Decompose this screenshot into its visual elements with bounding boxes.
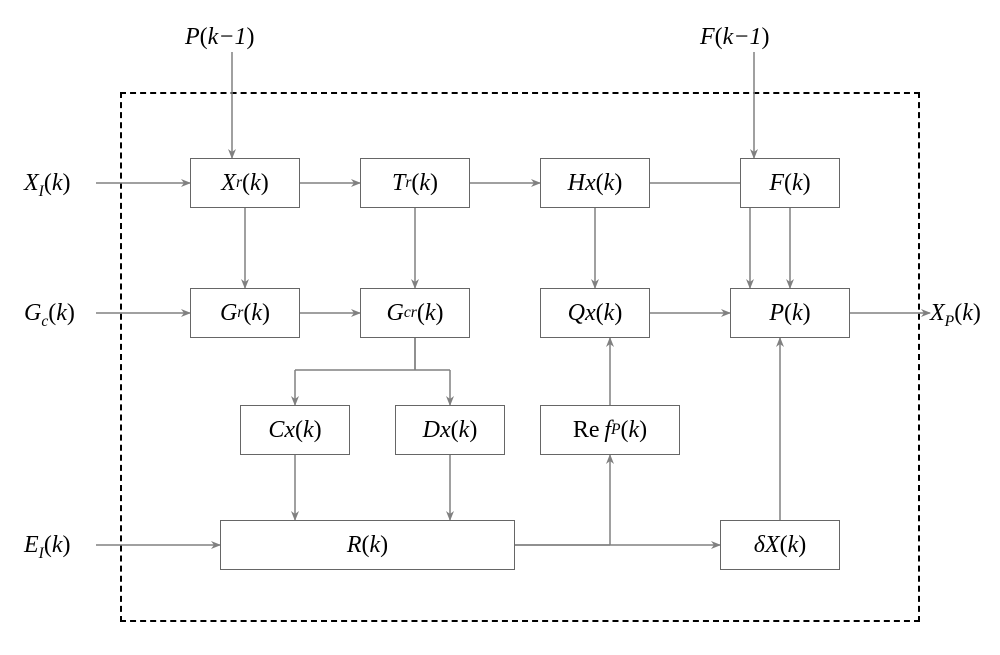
node-Gcr: Gcr(k): [360, 288, 470, 338]
node-Qx: Qx(k): [540, 288, 650, 338]
diagram-canvas: Xr(k) Tr(k) Hx(k) F(k) Gr(k) Gcr(k) Qx(k) P(k) C…: [0, 0, 1000, 655]
label-Gck: Gc(k): [24, 300, 75, 331]
node-Rk: R(k): [220, 520, 515, 570]
node-dX: δX(k): [720, 520, 840, 570]
label-Fk1: F(k−1): [700, 24, 770, 51]
node-Fk: F(k): [740, 158, 840, 208]
node-Ref: Re fP(k): [540, 405, 680, 455]
label-Pk1: P(k−1): [185, 24, 255, 51]
label-XIk: XI(k): [24, 170, 71, 201]
node-Dx: Dx(k): [395, 405, 505, 455]
node-Tr: Tr(k): [360, 158, 470, 208]
label-XPk: XP(k): [930, 300, 981, 331]
node-Pk: P(k): [730, 288, 850, 338]
node-Xr: Xr(k): [190, 158, 300, 208]
label-EIk: EI(k): [24, 532, 71, 563]
node-Gr: Gr(k): [190, 288, 300, 338]
node-Cx: Cx(k): [240, 405, 350, 455]
node-Hx: Hx(k): [540, 158, 650, 208]
